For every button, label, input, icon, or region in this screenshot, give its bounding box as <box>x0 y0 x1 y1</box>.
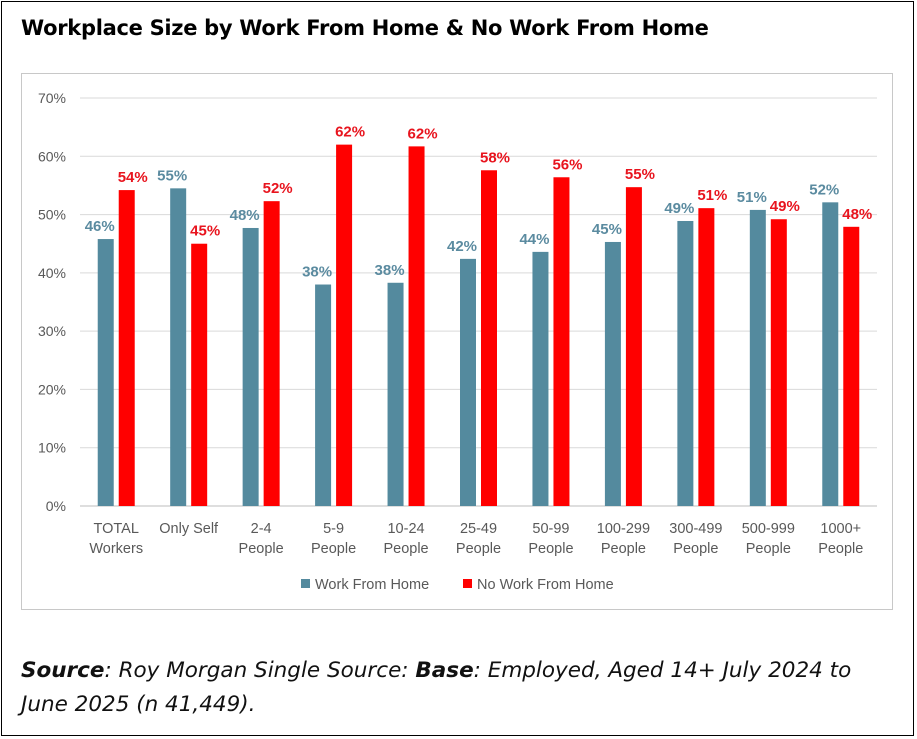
x-tick-label: 5-9 <box>323 521 344 537</box>
data-label: 38% <box>375 262 405 279</box>
bars <box>97 144 860 507</box>
legend-swatch <box>463 579 472 588</box>
source-text: : Roy Morgan Single Source: <box>104 658 416 683</box>
y-tick-label: 10% <box>38 440 66 456</box>
data-label: 56% <box>552 156 582 173</box>
bar-no-work-from-home <box>553 177 570 507</box>
x-tick-label: People <box>528 541 573 557</box>
y-tick-label: 0% <box>46 498 66 514</box>
bar-work-from-home <box>315 284 332 506</box>
bar-no-work-from-home <box>263 201 280 506</box>
data-label: 42% <box>447 238 477 255</box>
y-tick-label: 60% <box>38 148 66 164</box>
y-tick-label: 20% <box>38 381 66 397</box>
bar-no-work-from-home <box>191 243 208 506</box>
data-label: 52% <box>809 181 839 198</box>
bar-work-from-home <box>677 220 694 507</box>
data-label: 49% <box>664 200 694 217</box>
x-tick-label: 500-999 <box>742 521 795 537</box>
y-tick-label: 40% <box>38 265 66 281</box>
bar-work-from-home <box>604 241 621 507</box>
data-label: 55% <box>157 167 187 184</box>
x-tick-label: People <box>818 541 863 557</box>
x-tick-label: 100-299 <box>597 521 650 537</box>
bar-work-from-home <box>387 282 404 506</box>
x-tick-label: 50-99 <box>532 521 569 537</box>
data-labels: 46%54% 55%45%48%52%38%62%38%62%42%58%44%5… <box>85 124 873 281</box>
data-label: 45% <box>592 221 622 238</box>
legend: Work From Home No Work From Home <box>301 577 614 593</box>
base-text: : Employed, Aged 14+ July 2024 to June 2… <box>21 658 852 717</box>
bar-work-from-home <box>532 251 549 506</box>
data-label: 44% <box>519 231 549 248</box>
legend-label: Work From Home <box>315 577 429 593</box>
data-label: 55% <box>625 166 655 183</box>
y-tick-label: 30% <box>38 323 66 339</box>
x-tick-label: People <box>746 541 791 557</box>
x-tick-label: People <box>673 541 718 557</box>
x-tick-label: TOTAL <box>94 521 139 537</box>
bar-work-from-home <box>460 258 476 506</box>
data-label: 52% <box>263 180 293 197</box>
data-label: 49% <box>770 198 800 215</box>
y-tick-label: 50% <box>38 207 66 223</box>
x-tick-label: People <box>383 541 428 557</box>
bar-work-from-home <box>242 227 259 506</box>
data-label: 48% <box>842 206 872 223</box>
x-tick-label: People <box>601 541 646 557</box>
x-tick-label: Only Self <box>159 521 219 537</box>
source-label: Source <box>21 658 105 683</box>
bar-work-from-home <box>170 188 187 506</box>
base-label: Base <box>415 658 474 683</box>
bar-work-from-home <box>749 209 766 506</box>
x-tick-label: People <box>239 541 284 557</box>
bar-no-work-from-home <box>843 226 860 506</box>
data-label: 54% <box>118 169 148 186</box>
data-label: 62% <box>408 125 438 142</box>
data-label: 58% <box>480 149 510 166</box>
bar-no-work-from-home <box>336 144 353 506</box>
bar-no-work-from-home <box>770 219 787 506</box>
x-tick-label: Workers <box>89 541 143 557</box>
bar-no-work-from-home <box>625 187 642 507</box>
x-tick-label: 2-4 <box>251 521 272 537</box>
data-label: 51% <box>697 187 727 204</box>
data-label: 46% <box>85 218 115 235</box>
legend-label: No Work From Home <box>477 577 614 593</box>
x-tick-label: 1000+ <box>820 521 861 537</box>
legend-swatch <box>301 579 310 588</box>
data-label: 48% <box>230 207 260 224</box>
bar-work-from-home <box>97 239 114 506</box>
bar-no-work-from-home <box>118 190 135 506</box>
bar-work-from-home <box>822 202 839 506</box>
bar-no-work-from-home <box>408 146 425 506</box>
chart-title: Workplace Size by Work From Home & No Wo… <box>21 16 709 40</box>
chart-panel: 0% 10% 20% 30% 40% 50% 60% 70% 46% 54% 55% 45% 48% 5… <box>21 73 893 610</box>
data-label: 45% <box>190 223 220 240</box>
bar-no-work-from-home <box>481 170 497 506</box>
y-tick-label: 70% <box>38 90 66 106</box>
x-tick-label: 25-49 <box>460 521 497 537</box>
x-tick-label: People <box>456 541 501 557</box>
x-tick-label: 10-24 <box>387 521 424 537</box>
data-label: 62% <box>335 124 365 141</box>
y-axis-ticks: 0% 10% 20% 30% 40% 50% 60% 70% <box>38 90 66 514</box>
data-label: 38% <box>302 264 332 281</box>
bar-chart: 0%10%20%30%40%50%60%70% 46%54% 55%45%48%5… <box>38 90 877 593</box>
x-axis-ticks: TOTAL Workers Only Self 2-4 People 5-9 People 1… <box>89 521 863 557</box>
source-note: Source: Roy Morgan Single Source: Base: … <box>21 654 901 722</box>
x-tick-label: People <box>311 541 356 557</box>
data-label: 51% <box>737 189 767 206</box>
gridlines <box>80 97 877 507</box>
bar-no-work-from-home <box>698 208 715 506</box>
x-tick-label: 300-499 <box>669 521 722 537</box>
